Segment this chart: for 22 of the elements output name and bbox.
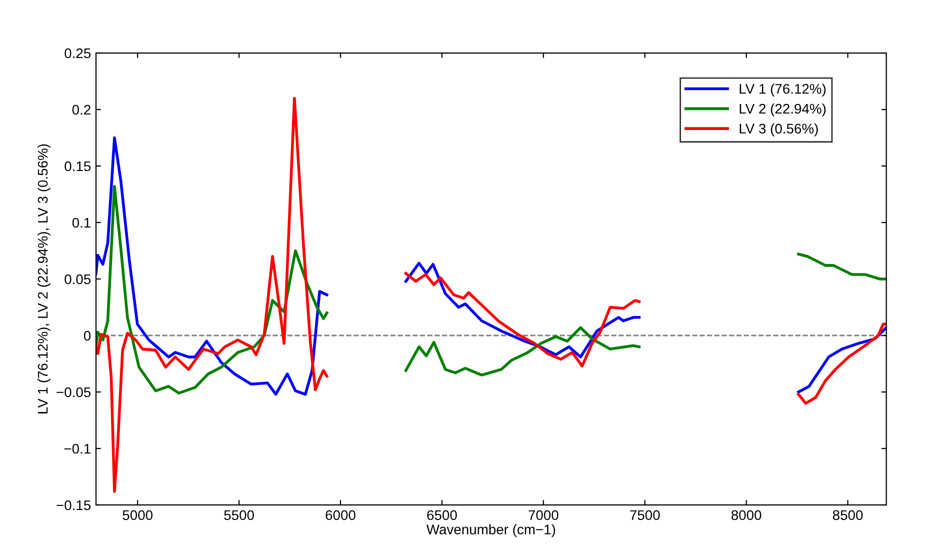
x-tick-label: 7000 — [528, 510, 558, 520]
legend-label: LV 3 (0.56%) — [740, 123, 818, 136]
y-tick-label: −0.05 — [56, 387, 91, 398]
y-tick-label: −0.1 — [64, 444, 90, 454]
y-tick-label: 0.2 — [72, 104, 90, 115]
y-tick-label: 0 — [84, 330, 91, 341]
x-tick-label: 8500 — [832, 510, 863, 520]
legend-label: LV 2 (22.94%) — [740, 103, 826, 116]
y-tick-label: 0.25 — [64, 48, 91, 58]
x-tick-label: 5500 — [224, 510, 254, 520]
x-tick-label: 8000 — [731, 510, 762, 520]
y-axis-title: LV 1 (76.12%), LV 2 (22.94%), LV 3 (0.56%) — [37, 144, 50, 414]
x-tick-label: 5000 — [122, 510, 152, 520]
y-tick-label: 0.1 — [72, 218, 90, 228]
legend-label: LV 1 (76.12%) — [740, 84, 826, 97]
x-tick-label: 6000 — [326, 510, 356, 520]
y-tick-label: −0.15 — [56, 500, 91, 510]
y-tick-label: 0.05 — [64, 274, 91, 284]
x-tick-label: 6500 — [427, 510, 457, 520]
x-tick-label: 7500 — [630, 510, 660, 520]
x-axis-title: Wavenumber (cm−1) — [426, 524, 556, 538]
y-tick-label: 0.15 — [64, 161, 91, 172]
